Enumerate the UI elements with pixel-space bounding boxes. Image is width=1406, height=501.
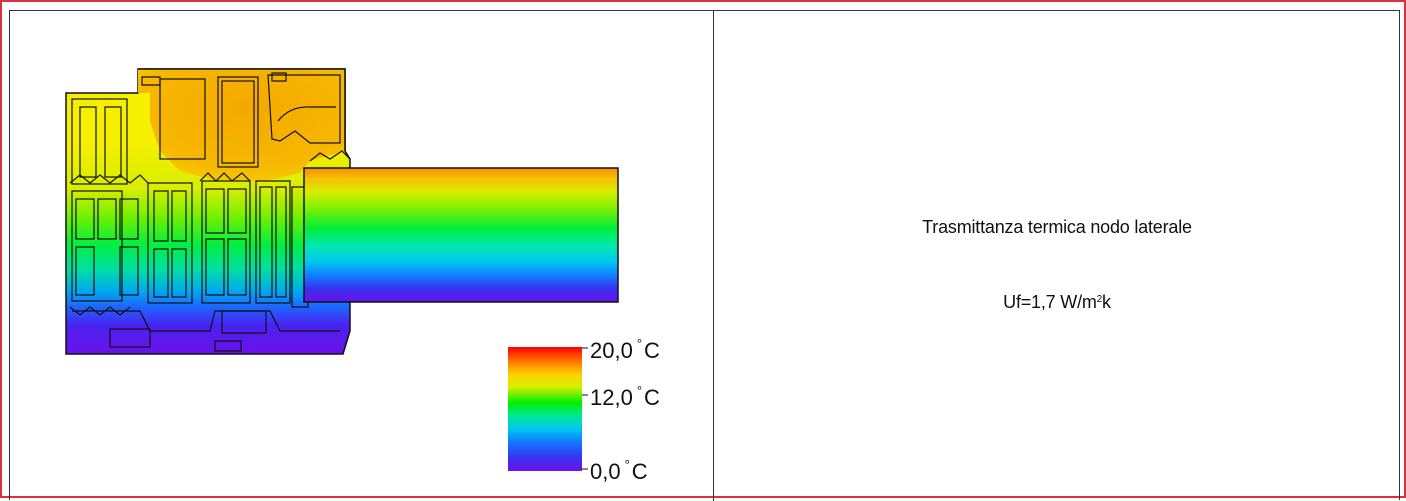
legend-mid-degree: ° bbox=[636, 383, 643, 398]
legend-mid-unit: C bbox=[644, 385, 660, 410]
legend-min-value: 0,0 bbox=[590, 459, 621, 484]
legend-max-value: 20,0 bbox=[590, 338, 633, 363]
legend-mid-value: 12,0 bbox=[590, 385, 633, 410]
uf-value-text: Uf=1,7 W/m bbox=[1003, 292, 1097, 312]
legend-label-max: 20,0 °C bbox=[590, 336, 660, 364]
uf-value-unit-tail: k bbox=[1102, 292, 1111, 312]
uf-value: Uf=1,7 W/m2k bbox=[714, 292, 1400, 313]
temperature-legend bbox=[508, 347, 588, 471]
thermal-diagram bbox=[65, 68, 619, 471]
legend-max-degree: ° bbox=[636, 336, 643, 351]
info-title: Trasmittanza termica nodo laterale bbox=[922, 217, 1192, 237]
glazing-unit bbox=[303, 167, 619, 303]
uf-value-superscript: 2 bbox=[1096, 294, 1103, 305]
legend-color-bar bbox=[508, 347, 582, 471]
legend-label-min: 0,0 °C bbox=[590, 457, 648, 485]
cell-divider bbox=[713, 11, 714, 501]
thermal-diagram-cell: 20,0 °C 12,0 °C 0,0 °C bbox=[10, 11, 713, 501]
legend-min-degree: ° bbox=[624, 457, 630, 472]
profile-chambers bbox=[69, 72, 351, 352]
legend-min-unit: C bbox=[631, 459, 648, 484]
content-table: 20,0 °C 12,0 °C 0,0 °C Trasmittanza termica… bbox=[9, 10, 1400, 501]
info-cell: Trasmittanza termica nodo laterale Uf=1,… bbox=[714, 11, 1400, 501]
legend-label-mid: 12,0 °C bbox=[590, 383, 660, 411]
legend-max-unit: C bbox=[644, 338, 660, 363]
